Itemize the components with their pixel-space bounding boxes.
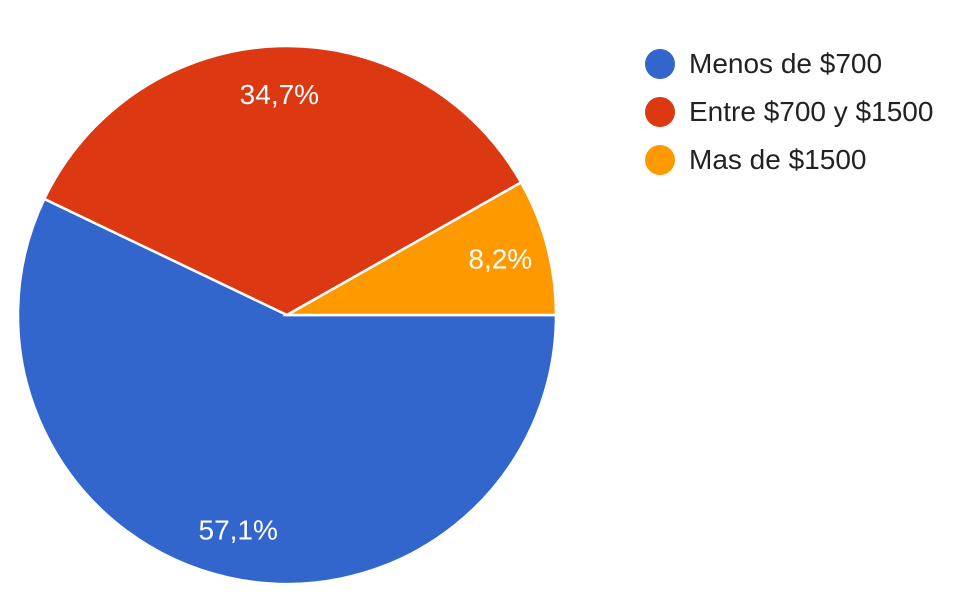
legend-label-entre-700-y-1500: Entre $700 y $1500 [689,96,934,127]
pie-slice-mas-de-1500[interactable] [282,180,558,317]
legend-item-entre-700-y-1500[interactable]: Entre $700 y $1500 [645,88,933,136]
slice-label-menos-de-700: 57,1% [199,515,278,546]
legend-swatch-entre-700-y-1500 [645,97,675,127]
slice-label-entre-700-y-1500: 34,7% [240,79,319,110]
pie-slice-entre-700-y-1500[interactable] [42,44,523,317]
pie-slice-menos-de-700[interactable] [16,197,558,586]
legend-item-mas-de-1500[interactable]: Mas de $1500 [645,136,933,184]
pie-chart: 57,1% 34,7% 8,2% [16,44,558,586]
legend-label-menos-de-700: Menos de $700 [689,48,883,79]
slice-label-mas-de-1500: 8,2% [468,243,532,274]
legend-item-menos-de-700[interactable]: Menos de $700 [645,40,933,88]
legend-swatch-mas-de-1500 [645,145,675,175]
chart-legend: Menos de $700 Entre $700 y $1500 Mas de $1… [645,40,933,184]
legend-label-mas-de-1500: Mas de $1500 [689,144,867,175]
legend-swatch-menos-de-700 [645,49,675,79]
